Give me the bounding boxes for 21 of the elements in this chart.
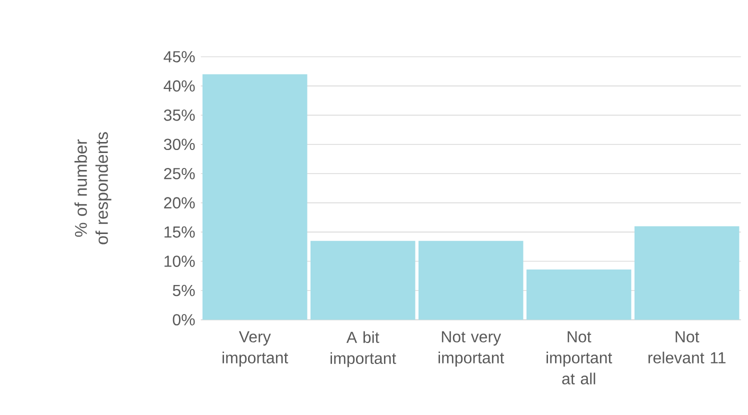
x-tick-label: Not important at all bbox=[546, 331, 612, 384]
y-tick-label: 20% bbox=[164, 197, 195, 208]
bar bbox=[418, 240, 524, 320]
x-tick-label: A bit important bbox=[330, 331, 396, 368]
y-axis-title: % of number of respondents bbox=[74, 132, 112, 244]
y-tick-label: 45% bbox=[164, 51, 195, 62]
y-tick-label: 5% bbox=[172, 284, 195, 296]
y-tick-label: 40% bbox=[164, 80, 195, 92]
x-tick-label: Not very important bbox=[438, 331, 504, 367]
x-tick-label: Not relevant 11 bbox=[648, 331, 726, 364]
bar bbox=[310, 240, 416, 320]
y-tick-label: 15% bbox=[164, 226, 195, 238]
x-tick-label: Very important bbox=[222, 331, 288, 367]
y-tick-label: 0% bbox=[172, 314, 195, 326]
bar bbox=[634, 226, 740, 320]
y-tick-label: 35% bbox=[164, 110, 195, 121]
bar bbox=[526, 269, 632, 320]
y-tick-label: 10% bbox=[164, 256, 195, 267]
y-tick-label: 25% bbox=[164, 168, 195, 180]
bar bbox=[202, 74, 308, 320]
y-tick-label: 30% bbox=[164, 138, 195, 150]
